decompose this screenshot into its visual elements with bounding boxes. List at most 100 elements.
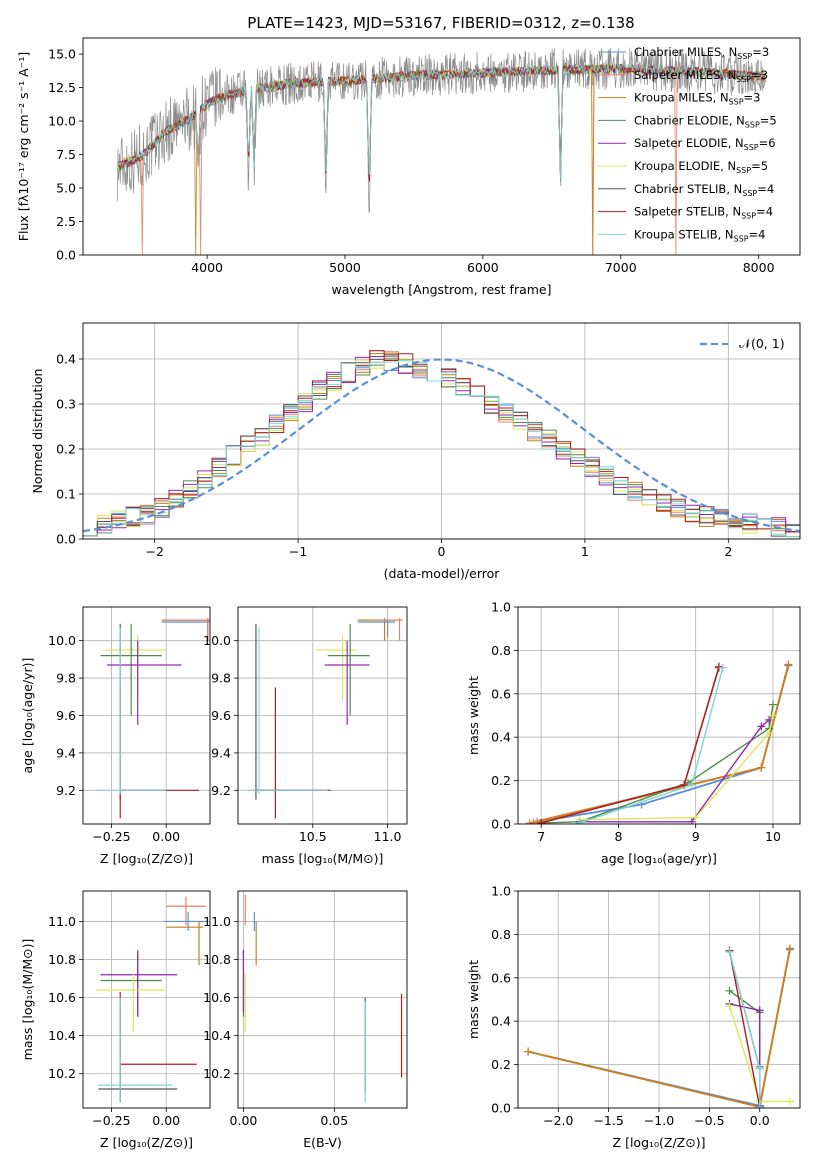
age-vs-mass-ytick-label: 9.4 xyxy=(211,745,231,760)
mass-vs-Z-xlabel: Z [log₁₀(Z/Z⊙)] xyxy=(100,1135,193,1150)
weight-line xyxy=(579,667,724,824)
legend-entry: Chabrier STELIB, NSSP=4 xyxy=(634,182,774,198)
spectrum-xtick-label: 5000 xyxy=(329,260,361,275)
residuals-xtick-label: −2 xyxy=(145,544,163,559)
mass-vs-Z-xtick-label: −0.25 xyxy=(92,1113,130,1128)
weight-marker xyxy=(755,1102,764,1108)
spectrum-xtick-label: 4000 xyxy=(191,260,223,275)
residuals-ytick-label: 0.4 xyxy=(56,352,76,367)
residuals-ytick-label: 0.2 xyxy=(56,442,76,457)
spectrum-ylabel: Flux [fλ10⁻¹⁷ erg cm⁻² s⁻¹ A⁻¹] xyxy=(16,52,31,241)
mass-vs-Z-ytick-label: 10.8 xyxy=(48,952,76,967)
age-vs-Z-ytick-label: 9.8 xyxy=(56,671,76,686)
legend-entry: Salpeter ELODIE, NSSP=6 xyxy=(634,136,776,152)
legend-subscript: SSP xyxy=(742,189,757,198)
residuals-xtick-label: 1 xyxy=(581,544,589,559)
weight-vs-Z-xtick-label: −0.5 xyxy=(694,1113,724,1128)
weight-vs-age-xtick-label: 9 xyxy=(692,829,700,844)
age-vs-mass-plot-area xyxy=(238,607,407,824)
weight-vs-age-ytick-label: 0.2 xyxy=(491,773,511,788)
age-vs-Z-ytick-label: 10.0 xyxy=(48,633,76,648)
weight-vs-Z-ytick-label: 0.8 xyxy=(491,927,511,942)
legend-subscript: SSP xyxy=(745,120,760,129)
axes-frame xyxy=(82,890,211,1109)
legend-subscript: SSP xyxy=(729,98,744,107)
mass-vs-Z-xtick-label: 0.00 xyxy=(152,1113,180,1128)
legend-entry: Salpeter MILES, NSSP=3 xyxy=(634,68,768,84)
spectrum-ytick-label: 0.0 xyxy=(56,248,76,263)
residuals-ytick-label: 0.0 xyxy=(56,532,76,547)
weight-marker xyxy=(755,1064,764,1073)
data-spectrum xyxy=(117,47,766,214)
age-vs-Z-xtick-label: −0.25 xyxy=(92,829,130,844)
legend-entry: Kroupa STELIB, NSSP=4 xyxy=(634,227,765,243)
weight-vs-Z-xtick-label: 0.0 xyxy=(750,1113,770,1128)
legend-nssp: =3 xyxy=(752,45,769,59)
legend-nssp: =6 xyxy=(759,136,776,150)
weight-vs-Z-ytick-label: 0.2 xyxy=(491,1057,511,1072)
mass-vs-Z-panel: −0.25 0.00 10.2 10.4 10.6 10.8 11.0 Z [log₁₀(Z/… xyxy=(20,890,211,1150)
age-vs-mass-ytick-label: 9.8 xyxy=(211,671,231,686)
residuals-panel: −2 −1 0 1 2 0.0 0.1 0.2 0.3 0.4 (data-model)/error… xyxy=(30,322,801,581)
legend-subscript: SSP xyxy=(737,52,752,61)
age-vs-mass-xtick-label: 11.0 xyxy=(374,829,402,844)
mass-vs-Z-ytick-label: 10.2 xyxy=(48,1066,76,1081)
mass-vs-EBV-plot-area xyxy=(238,891,407,1108)
weight-marker xyxy=(785,944,794,953)
weight-vs-age-panel: 7 8 9 10 0.0 0.2 0.4 0.6 0.8 1.0 age [log₁₀(age/yr… xyxy=(466,600,801,866)
axes-frame xyxy=(517,890,801,1109)
spectrum-xtick-label: 6000 xyxy=(467,260,499,275)
age-vs-mass-ytick-label: 10.0 xyxy=(203,633,231,648)
legend-subscript: SSP xyxy=(744,143,759,152)
mass-vs-EBV-ytick-label: 10.2 xyxy=(203,1066,231,1081)
age-vs-Z-ytick-label: 9.2 xyxy=(56,783,76,798)
weight-vs-Z-ytick-label: 0.0 xyxy=(491,1101,511,1116)
weight-vs-age-xtick-label: 8 xyxy=(614,829,622,844)
histogram-step xyxy=(83,360,800,539)
legend-subscript: SSP xyxy=(736,75,751,84)
weight-marker xyxy=(524,1047,533,1056)
weight-marker xyxy=(725,986,734,995)
weight-vs-Z-ylabel: mass weight xyxy=(466,960,481,1039)
model-spectrum-line xyxy=(117,63,766,180)
mass-vs-Z-ytick-label: 11.0 xyxy=(48,914,76,929)
age-vs-Z-panel: −0.25 0.00 9.2 9.4 9.6 9.8 10.0 Z [log₁₀(Z/Z⊙)]… xyxy=(20,606,211,866)
axes-frame xyxy=(82,606,211,825)
weight-vs-age-xlabel: age [log₁₀(age/yr)] xyxy=(601,851,717,866)
spectrum-ytick-label: 7.5 xyxy=(56,147,76,162)
weight-vs-Z-xtick-label: −2.0 xyxy=(543,1113,573,1128)
weight-marker xyxy=(718,663,727,672)
weight-vs-age-ylabel: mass weight xyxy=(466,676,481,755)
legend-nssp: =3 xyxy=(744,91,761,105)
spectrum-ytick-label: 5.0 xyxy=(56,181,76,196)
weight-marker xyxy=(691,813,700,822)
weight-marker xyxy=(765,728,774,737)
weight-marker xyxy=(529,818,538,824)
weight-marker xyxy=(757,722,766,731)
weight-vs-age-ytick-label: 0.8 xyxy=(491,643,511,658)
mass-vs-EBV-panel: 0.00 0.05 10.2 10.4 10.6 10.8 11.0 E(B-V) xyxy=(203,890,408,1150)
weight-vs-age-ytick-label: 0.4 xyxy=(491,730,511,745)
age-vs-mass-ytick-label: 9.6 xyxy=(211,708,231,723)
spectrum-ytick-label: 10.0 xyxy=(48,114,76,129)
gaussian-curve xyxy=(83,358,800,533)
figure-title: PLATE=1423, MJD=53167, FIBERID=0312, z=0… xyxy=(247,14,634,32)
weight-marker xyxy=(785,1097,794,1106)
weight-vs-age-ytick-label: 1.0 xyxy=(491,600,511,615)
weight-line xyxy=(541,666,720,824)
weight-vs-age-ytick-label: 0.0 xyxy=(491,817,511,832)
age-vs-mass-panel: 10.5 11.0 9.2 9.4 9.6 9.8 10.0 mass [log₁₀(M/M⊙… xyxy=(203,606,408,866)
legend-nssp: =5 xyxy=(751,159,768,173)
weight-vs-Z-xtick-label: −1.5 xyxy=(593,1113,623,1128)
mass-vs-EBV-ytick-label: 10.4 xyxy=(203,1028,231,1043)
weight-vs-Z-ytick-label: 0.6 xyxy=(491,970,511,985)
legend-nssp: =4 xyxy=(749,227,766,241)
weight-marker xyxy=(687,780,696,789)
legend-nssp: =4 xyxy=(756,205,773,219)
legend-entry: Kroupa ELODIE, NSSP=5 xyxy=(634,159,768,175)
age-vs-mass-xlabel: mass [log₁₀(M/M⊙)] xyxy=(262,851,384,866)
axes-frame xyxy=(82,322,801,540)
weight-marker xyxy=(725,947,734,956)
age-vs-Z-ylabel: age [log₁₀(age/yr)] xyxy=(20,658,35,774)
